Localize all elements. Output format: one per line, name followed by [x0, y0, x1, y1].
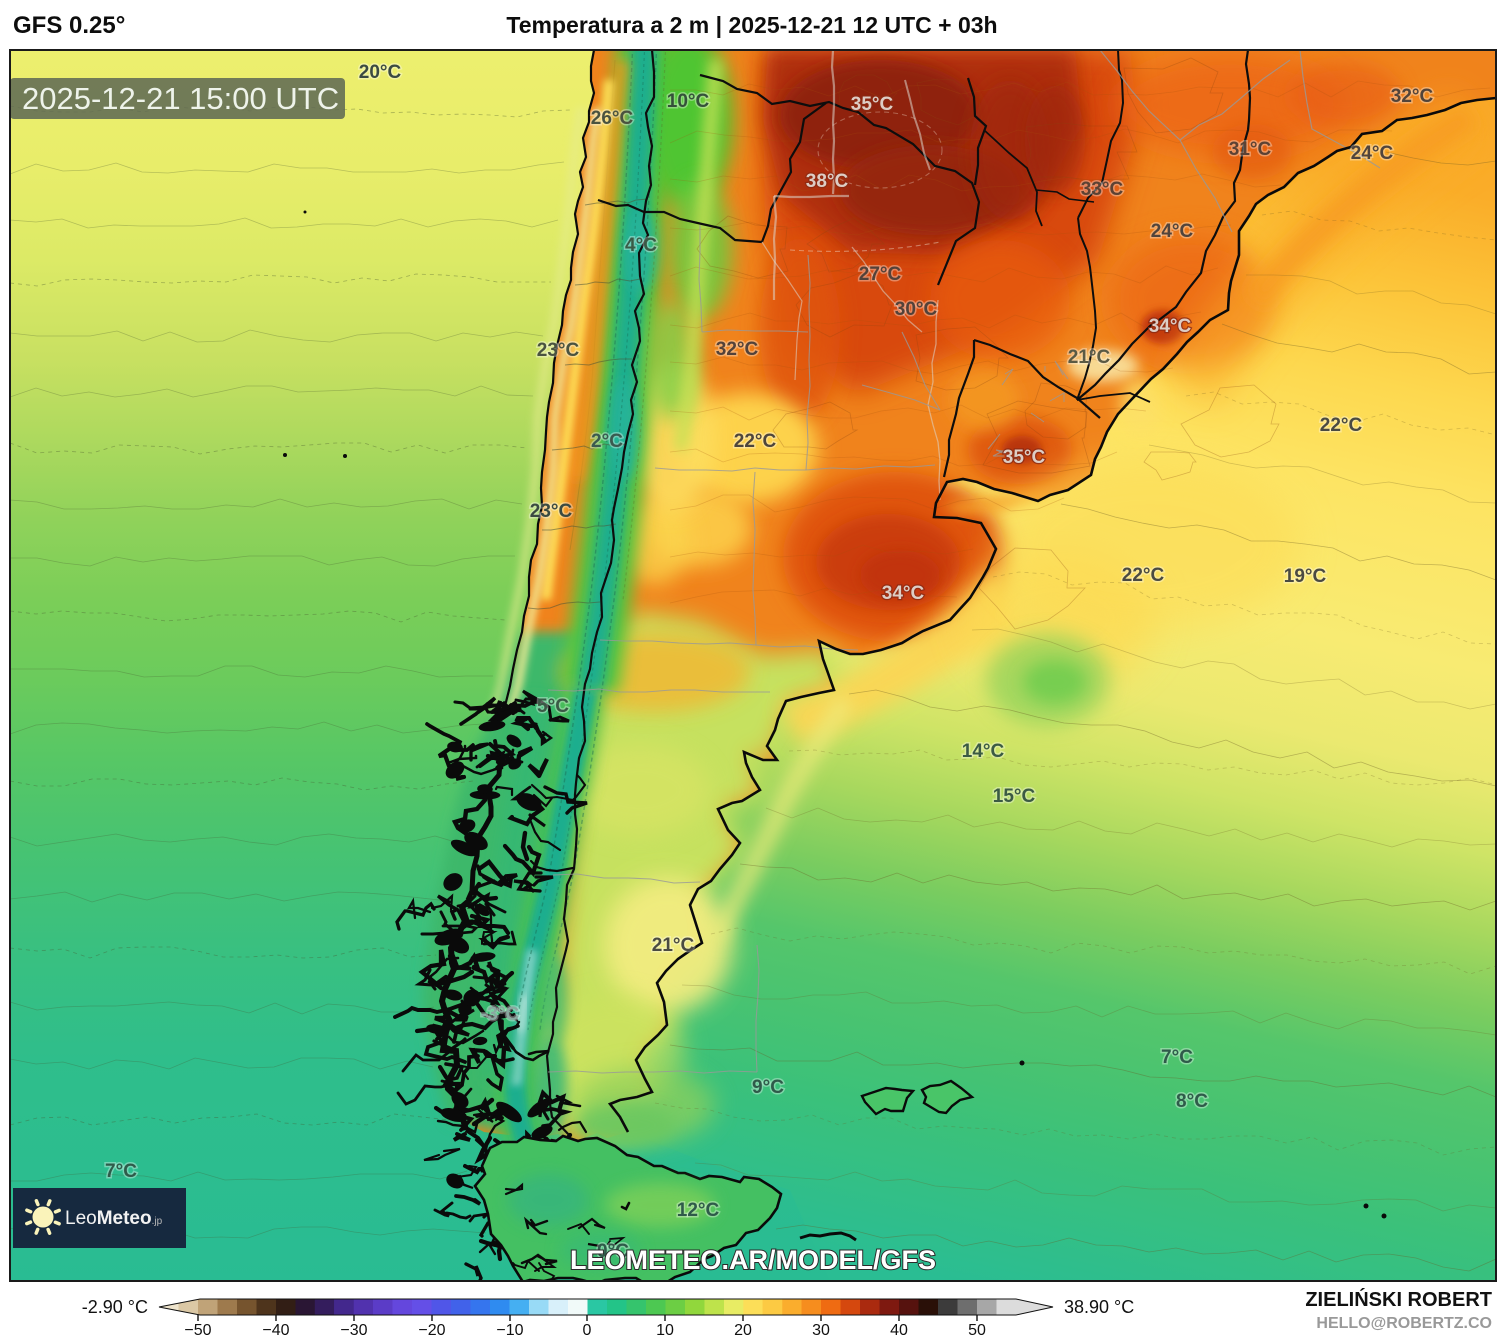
- svg-text:9°C: 9°C: [752, 1077, 784, 1098]
- svg-text:30: 30: [812, 1322, 830, 1338]
- svg-text:−10: −10: [496, 1322, 523, 1338]
- svg-text:24°C: 24°C: [1151, 221, 1194, 242]
- svg-text:2°C: 2°C: [591, 431, 623, 452]
- svg-text:10: 10: [656, 1322, 674, 1338]
- svg-text:20°C: 20°C: [359, 62, 402, 83]
- svg-text:Temperatura a 2 m | 2025-12-21: Temperatura a 2 m | 2025-12-21 12 UTC + …: [506, 12, 997, 38]
- svg-text:32°C: 32°C: [716, 339, 759, 360]
- svg-text:24°C: 24°C: [1351, 143, 1394, 164]
- svg-text:14°C: 14°C: [962, 741, 1005, 762]
- svg-text:23°C: 23°C: [530, 501, 573, 522]
- svg-text:LEOMETEO.AR/MODEL/GFS: LEOMETEO.AR/MODEL/GFS: [570, 1245, 936, 1275]
- svg-text:20: 20: [734, 1322, 752, 1338]
- svg-text:GFS 0.25°: GFS 0.25°: [13, 12, 125, 39]
- svg-text:30°C: 30°C: [895, 299, 938, 320]
- svg-text:0°C: 0°C: [597, 1241, 629, 1262]
- svg-text:34°C: 34°C: [882, 583, 925, 604]
- svg-text:10°C: 10°C: [667, 91, 710, 112]
- svg-text:22°C: 22°C: [734, 431, 777, 452]
- svg-text:7°C: 7°C: [1161, 1047, 1193, 1068]
- svg-text:32°C: 32°C: [1391, 86, 1434, 107]
- svg-text:22°C: 22°C: [1320, 415, 1363, 436]
- svg-text:40: 40: [890, 1322, 908, 1338]
- svg-text:22°C: 22°C: [1122, 565, 1165, 586]
- svg-text:38.90 °C: 38.90 °C: [1064, 1297, 1134, 1317]
- svg-text:LeoMeteo.jp: LeoMeteo.jp: [65, 1208, 163, 1229]
- svg-text:23°C: 23°C: [537, 340, 580, 361]
- svg-text:27°C: 27°C: [859, 264, 902, 285]
- svg-text:19°C: 19°C: [1284, 566, 1327, 587]
- svg-text:33°C: 33°C: [1081, 179, 1124, 200]
- svg-text:5°C: 5°C: [537, 696, 569, 717]
- svg-text:−20: −20: [418, 1322, 445, 1338]
- svg-text:−40: −40: [262, 1322, 289, 1338]
- svg-text:2025-12-21 15:00 UTC: 2025-12-21 15:00 UTC: [22, 81, 339, 116]
- svg-text:12°C: 12°C: [677, 1200, 720, 1221]
- svg-text:38°C: 38°C: [806, 171, 849, 192]
- svg-text:34°C: 34°C: [1149, 316, 1192, 337]
- svg-text:21°C: 21°C: [1068, 347, 1111, 368]
- svg-text:35°C: 35°C: [851, 94, 894, 115]
- svg-text:−50: −50: [184, 1322, 211, 1338]
- svg-text:HELLO@ROBERTZ.CO: HELLO@ROBERTZ.CO: [1316, 1315, 1492, 1332]
- svg-text:35°C: 35°C: [1003, 447, 1046, 468]
- svg-text:21°C: 21°C: [652, 935, 695, 956]
- svg-text:26°C: 26°C: [591, 108, 634, 129]
- svg-text:-3°C: -3°C: [481, 1004, 519, 1025]
- svg-text:7°C: 7°C: [105, 1161, 137, 1182]
- svg-text:-2.90 °C: -2.90 °C: [82, 1297, 148, 1317]
- svg-text:0: 0: [583, 1322, 592, 1338]
- svg-text:4°C: 4°C: [625, 235, 657, 256]
- svg-text:−30: −30: [340, 1322, 367, 1338]
- svg-text:50: 50: [968, 1322, 986, 1338]
- svg-text:31°C: 31°C: [1229, 139, 1272, 160]
- svg-text:ZIELIŃSKI ROBERT: ZIELIŃSKI ROBERT: [1305, 1288, 1492, 1311]
- svg-text:15°C: 15°C: [993, 786, 1036, 807]
- svg-text:8°C: 8°C: [1176, 1091, 1208, 1112]
